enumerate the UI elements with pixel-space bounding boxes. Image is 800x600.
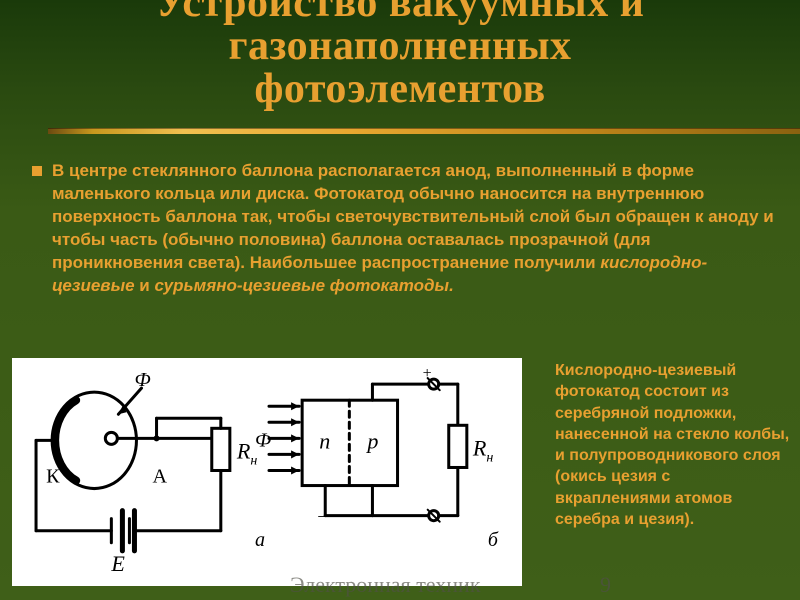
right-arrows	[269, 402, 299, 474]
plus-label: +	[423, 368, 432, 382]
a-label: А	[153, 466, 168, 488]
resistor-right	[449, 425, 467, 467]
r-label-right: Rн	[472, 435, 494, 465]
footer-page-number: 9	[600, 572, 611, 598]
title-block: Устройство вакуумных и газонаполненных ф…	[0, 0, 800, 110]
footer-source: Электронная техник	[290, 572, 481, 598]
e-label: E	[110, 551, 125, 576]
title-underline	[48, 128, 800, 134]
phi-label-left: Ф	[255, 429, 271, 451]
resistor-left	[212, 428, 230, 470]
slide-title: Устройство вакуумных и газонаполненных ф…	[0, 0, 800, 110]
body-paragraph-block: В центре стеклянного баллона располагает…	[32, 160, 782, 298]
para-part-2: и	[135, 276, 155, 295]
bullet-row: В центре стеклянного баллона располагает…	[32, 160, 782, 298]
title-line-2: газонаполненных	[228, 23, 571, 69]
sub-b-label: б	[488, 529, 499, 551]
circuit-diagram: Ф Rн	[12, 358, 522, 586]
anode-ring	[105, 432, 117, 444]
n-label: n	[319, 428, 330, 453]
p-label: p	[365, 428, 378, 453]
bullet-icon	[32, 166, 42, 176]
sub-a-label: а	[255, 529, 265, 551]
k-label: К	[46, 466, 60, 488]
body-paragraph: В центре стеклянного баллона располагает…	[52, 160, 782, 298]
title-line-3: фотоэлементов	[254, 66, 545, 112]
circuit-svg: Ф Rн	[26, 368, 508, 578]
phi-label-top: Ф	[134, 369, 150, 391]
side-description: Кислородно-цезиевый фотокатод состоит из…	[555, 360, 790, 530]
slide: Устройство вакуумных и газонаполненных ф…	[0, 0, 800, 600]
para-italic-2: сурьмяно-цезиевые фотокатоды.	[154, 276, 453, 295]
